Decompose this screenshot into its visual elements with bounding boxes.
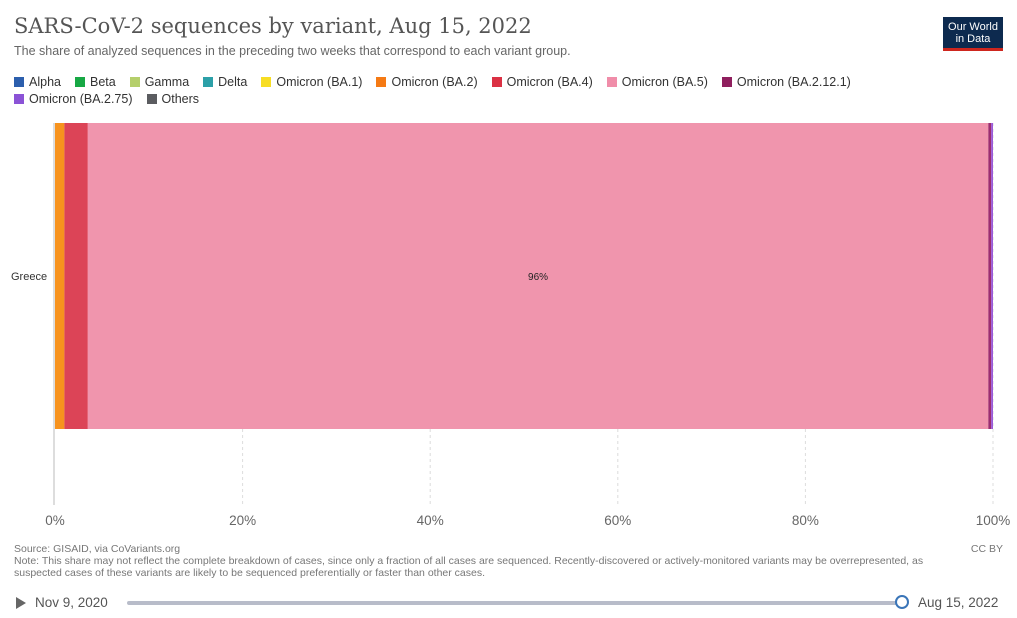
timeline-end-label: Aug 15, 2022	[918, 595, 999, 610]
timeline-track[interactable]	[127, 601, 902, 605]
legend-label: Omicron (BA.2.12.1)	[736, 75, 851, 89]
legend-item[interactable]: Omicron (BA.5)	[606, 75, 708, 89]
logo-line-1: Our World	[948, 21, 998, 33]
bar-segment	[87, 123, 989, 429]
legend-item[interactable]: Delta	[203, 75, 247, 89]
legend-swatch	[261, 77, 272, 87]
legend-label: Others	[161, 92, 200, 106]
legend-item[interactable]: Beta	[74, 75, 116, 89]
legend-item[interactable]: Alpha	[14, 75, 61, 89]
legend: Alpha Beta Gamma Delta Omicron (BA.1) Omicron…	[14, 75, 914, 106]
legend-item[interactable]: Omicron (BA.4)	[491, 75, 593, 89]
x-tick-label: 80%	[792, 513, 819, 528]
legend-label: Omicron (BA.4)	[506, 75, 593, 89]
legend-label: Beta	[89, 75, 116, 89]
chart-title: SARS-CoV-2 sequences by variant, Aug 15,…	[14, 14, 532, 38]
source-text[interactable]: Source: GISAID, via CoVariants.org	[14, 543, 181, 555]
legend-item[interactable]: Omicron (BA.1)	[261, 75, 362, 89]
license-link[interactable]: CC BY	[970, 543, 1003, 555]
legend-item[interactable]: Omicron (BA.2.12.1)	[721, 75, 851, 89]
legend-swatch	[146, 94, 157, 104]
legend-swatch	[74, 77, 85, 87]
data-label: 96%	[528, 272, 548, 283]
timeline-handle[interactable]	[895, 595, 909, 609]
bar-segment	[64, 123, 88, 429]
x-tick-label: 0%	[45, 513, 65, 528]
legend-swatch	[491, 77, 502, 87]
legend-swatch	[721, 77, 732, 87]
timeline-start-label: Nov 9, 2020	[35, 595, 108, 610]
bar-segment	[988, 123, 992, 429]
stacked-bar-chart: 0% 20% 40% 60% 80% 100% Greece 96%	[11, 123, 1011, 528]
legend-swatch	[606, 77, 617, 87]
bar-segment	[55, 123, 65, 429]
legend-item[interactable]: Omicron (BA.2)	[376, 75, 478, 89]
owid-logo[interactable]: Our World in Data	[943, 17, 1003, 51]
legend-label: Delta	[218, 75, 248, 89]
legend-swatch	[14, 77, 24, 87]
x-tick-label: 40%	[417, 513, 444, 528]
legend-label: Omicron (BA.2)	[391, 75, 478, 89]
legend-label: Alpha	[29, 75, 61, 89]
category-label: Greece	[11, 271, 47, 283]
x-tick-label: 100%	[976, 513, 1011, 528]
legend-label: Gamma	[144, 75, 190, 89]
legend-swatch	[376, 77, 387, 87]
logo-line-2: in Data	[955, 33, 991, 45]
legend-item[interactable]: Omicron (BA.2.75)	[14, 92, 133, 106]
legend-swatch	[14, 94, 24, 104]
note-text: Note: This share may not reflect the com…	[14, 555, 924, 579]
x-tick-label: 60%	[604, 513, 631, 528]
bar-segment	[991, 123, 993, 429]
legend-label: Omicron (BA.2.75)	[29, 92, 133, 106]
legend-label: Omicron (BA.5)	[621, 75, 708, 89]
chart-subtitle: The share of analyzed sequences in the p…	[14, 44, 571, 58]
x-tick-label: 20%	[229, 513, 256, 528]
legend-label: Omicron (BA.1)	[276, 75, 363, 89]
legend-swatch	[129, 77, 140, 87]
legend-item[interactable]: Others	[146, 92, 200, 106]
legend-item[interactable]: Gamma	[129, 75, 190, 89]
timeline: Nov 9, 2020 Aug 15, 2022	[14, 592, 1004, 614]
chart-footer: Source: GISAID, via CoVariants.org Note:…	[14, 543, 964, 579]
legend-swatch	[203, 77, 214, 87]
play-icon[interactable]	[16, 597, 26, 609]
